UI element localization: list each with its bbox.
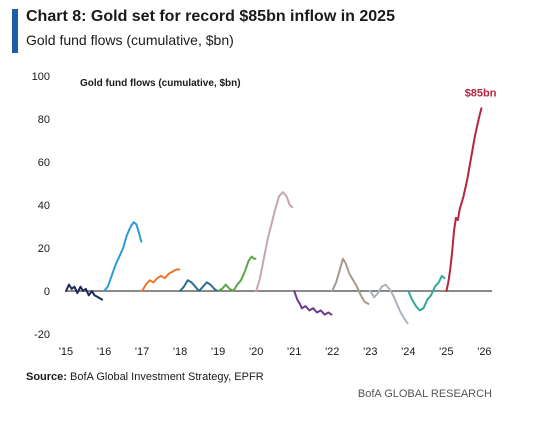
y-tick-label: 20	[38, 243, 50, 255]
series-lines	[65, 107, 483, 325]
source-note: Source: BofA Global Investment Strategy,…	[26, 371, 264, 383]
y-tick-label: -20	[34, 329, 50, 341]
x-tick-label: '23	[363, 346, 377, 358]
y-tick-label: 40	[38, 200, 50, 212]
inner-chart-title: Gold fund flows (cumulative, $bn)	[80, 78, 241, 89]
x-tick-label: '25	[439, 346, 453, 358]
x-tick-label: '20	[249, 346, 263, 358]
series-line-2015	[65, 283, 104, 301]
x-tick-label: '17	[135, 346, 149, 358]
y-tick-label: 0	[44, 286, 50, 298]
series-line-2023	[369, 283, 409, 325]
x-tick-label: '15	[59, 346, 73, 358]
x-tick-label: '18	[173, 346, 187, 358]
annotations: $85bn	[465, 87, 497, 99]
series-line-2016	[103, 221, 143, 292]
series-line-2024	[407, 274, 446, 312]
y-tick-label: 80	[38, 114, 50, 126]
series-line-2020	[255, 191, 294, 292]
x-tick-label: '16	[97, 346, 111, 358]
series-line-2017	[141, 268, 181, 292]
y-tick-label: 60	[38, 157, 50, 169]
chart-subtitle: Gold fund flows (cumulative, $bn)	[26, 32, 234, 48]
x-axis: '15 '16 '17 '18 '19 '20 '21 '22 '23 '24 '25 '26	[59, 346, 492, 358]
x-tick-label: '19	[211, 346, 225, 358]
x-tick-label: '24	[401, 346, 415, 358]
series-line-2022	[331, 257, 370, 305]
source-label: Source:	[26, 371, 67, 383]
series-line-2018	[179, 279, 219, 292]
y-axis: -20 0 20 40 60 80 100	[32, 71, 50, 341]
annotation-label: $85bn	[465, 87, 497, 99]
source-text: BofA Global Investment Strategy, EPFR	[70, 371, 264, 383]
y-tick-label: 100	[32, 71, 50, 83]
series-line-2019	[217, 255, 257, 292]
research-credit: BofA GLOBAL RESEARCH	[357, 388, 492, 400]
x-tick-label: '26	[477, 346, 491, 358]
series-line-2025	[445, 107, 483, 292]
title-accent-bar	[12, 9, 18, 53]
chart-title: Chart 8: Gold set for record $85bn inflo…	[26, 8, 395, 25]
x-tick-label: '22	[325, 346, 339, 358]
x-tick-label: '21	[287, 346, 301, 358]
series-line-2021	[293, 290, 333, 316]
